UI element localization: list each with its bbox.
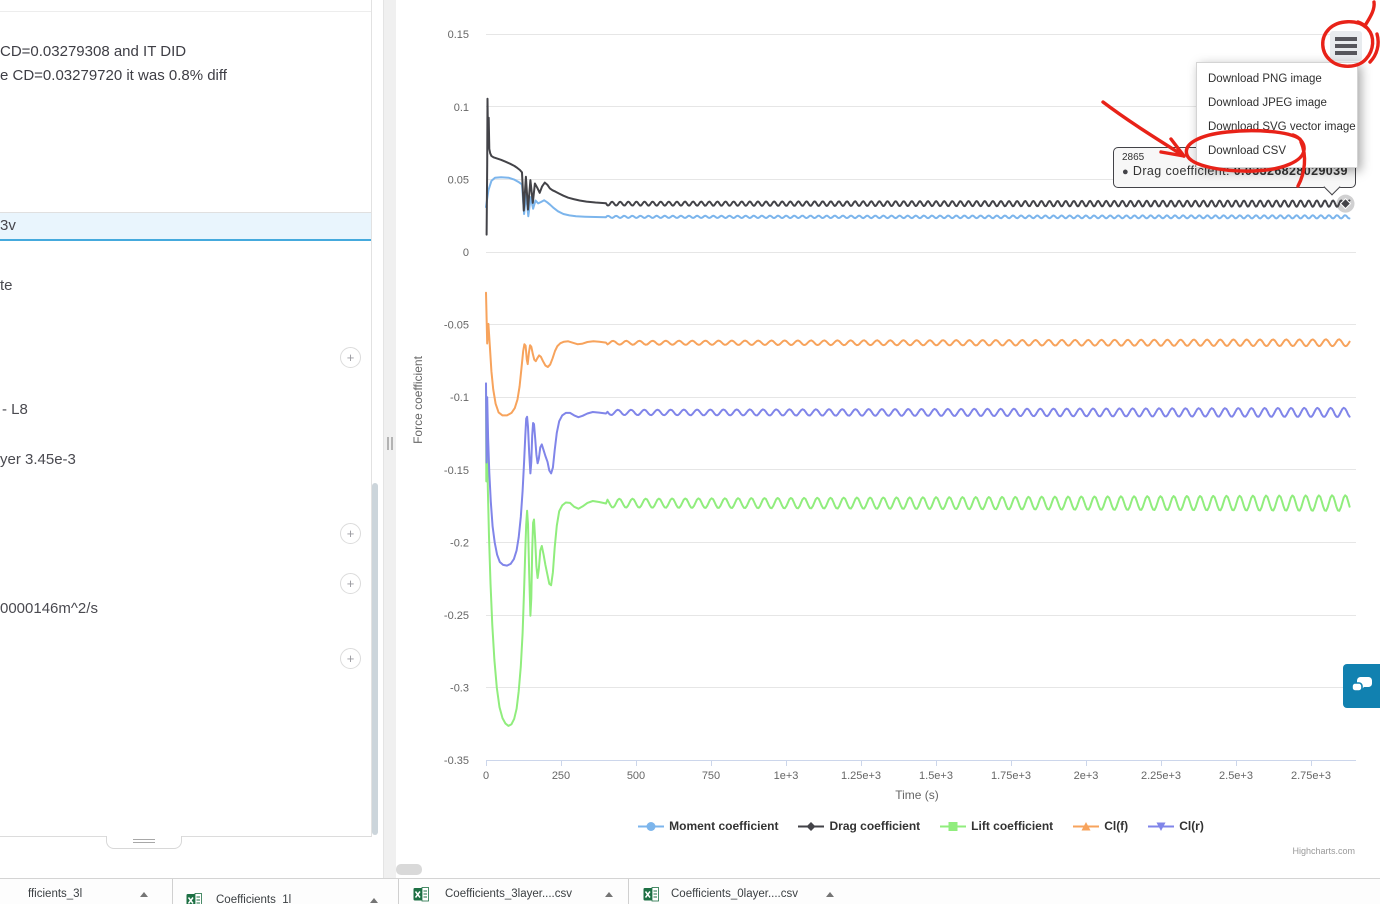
legend-item-drag-coefficient[interactable]: Drag coefficient: [798, 819, 920, 833]
highcharts-credit-link[interactable]: Highcharts.com: [1292, 846, 1355, 856]
splitter-grip-icon: [391, 437, 393, 450]
menu-item-download-svg-vector-image[interactable]: Download SVG vector image: [1208, 121, 1356, 133]
downloads-bar: fficients_3l Coefficients_1l Coefficients_…: [0, 878, 1380, 904]
download-caret-icon[interactable]: [605, 892, 613, 897]
download-caret-icon[interactable]: [826, 892, 834, 897]
selected-list-row[interactable]: 3v: [0, 212, 371, 241]
download-filename: Coefficients_0layer....csv: [671, 888, 798, 900]
menu-item-download-png-image[interactable]: Download PNG image: [1208, 73, 1322, 85]
handle-grip-icon: [133, 842, 155, 843]
legend-label: Cl(f): [1104, 819, 1129, 833]
add-button[interactable]: +: [340, 648, 361, 669]
circle-marker-icon: [638, 821, 665, 831]
excel-file-icon: [186, 893, 202, 904]
selected-row-label: 3v: [0, 217, 16, 234]
legend-item-cl-r-[interactable]: Cl(r): [1148, 819, 1204, 833]
add-button[interactable]: +: [340, 347, 361, 368]
chart-context-menu-button[interactable]: [1330, 31, 1362, 61]
hamburger-icon: [1335, 44, 1357, 48]
download-caret-icon[interactable]: [140, 892, 148, 897]
chart-legend: Moment coefficient Drag coefficient Lift c…: [486, 819, 1356, 833]
x-axis-title: Time (s): [895, 788, 939, 802]
list-row[interactable]: te: [0, 277, 13, 294]
list-row[interactable]: yer 3.45e-3: [0, 451, 76, 468]
triangle-marker-icon: [1073, 821, 1100, 830]
panel-collapse-handle[interactable]: [106, 836, 182, 849]
series-bullet-icon: ●: [1122, 166, 1130, 178]
add-button[interactable]: +: [340, 573, 361, 594]
panel-splitter[interactable]: [383, 0, 397, 878]
download-filename: Coefficients_1l: [216, 894, 292, 904]
list-row[interactable]: 0000146m^2/s: [0, 600, 98, 617]
download-caret-icon[interactable]: [370, 898, 378, 903]
add-button[interactable]: +: [340, 523, 361, 544]
legend-label: Drag coefficient: [829, 819, 921, 833]
vertical-scrollbar-thumb[interactable]: [372, 483, 378, 835]
chat-widget-button[interactable]: [1343, 664, 1380, 708]
excel-file-icon: [413, 887, 429, 902]
download-item[interactable]: Coefficients_0layer....csv: [628, 879, 855, 904]
legend-item-cl-f-[interactable]: Cl(f): [1073, 819, 1128, 833]
left-notes-panel: CD=0.03279308 and IT DID e CD=0.03279720…: [0, 0, 372, 837]
download-filename: Coefficients_3layer....csv: [445, 888, 572, 900]
hamburger-icon: [1335, 51, 1357, 55]
chat-icon: [1350, 676, 1372, 692]
legend-label: Cl(r): [1179, 819, 1204, 833]
download-filename: fficients_3l: [28, 888, 83, 900]
export-menu: Download PNG image Download JPEG image Dow…: [1196, 62, 1358, 168]
download-item-divider: [628, 879, 629, 904]
y-axis-title: Force coefficient: [411, 356, 425, 444]
square-marker-icon: [940, 821, 967, 831]
download-item-divider: [398, 879, 399, 904]
legend-label: Moment coefficient: [669, 819, 779, 833]
triangle-down-marker-icon: [1148, 822, 1175, 831]
handle-grip-icon: [133, 839, 155, 840]
horizontal-scrollbar-thumb[interactable]: [396, 864, 422, 875]
hamburger-icon: [1335, 37, 1357, 41]
list-row[interactable]: - L8: [2, 401, 28, 418]
excel-file-icon: [643, 887, 659, 902]
download-item[interactable]: fficients_3l: [0, 879, 172, 904]
download-item[interactable]: Coefficients_3layer....csv: [398, 879, 628, 904]
note-line-2: e CD=0.03279720 it was 0.8% diff: [0, 67, 227, 84]
divider: [0, 11, 371, 12]
menu-item-download-csv[interactable]: Download CSV: [1208, 145, 1286, 157]
legend-label: Lift coefficient: [971, 819, 1054, 833]
legend-item-moment-coefficient[interactable]: Moment coefficient: [638, 819, 778, 833]
splitter-grip-icon: [387, 437, 389, 450]
diamond-marker-icon: [798, 821, 825, 831]
download-item-divider: [172, 879, 173, 904]
download-item[interactable]: Coefficients_1l: [172, 885, 398, 904]
note-line-1: CD=0.03279308 and IT DID: [0, 43, 187, 60]
legend-item-lift-coefficient[interactable]: Lift coefficient: [940, 819, 1053, 833]
menu-item-download-jpeg-image[interactable]: Download JPEG image: [1208, 97, 1327, 109]
